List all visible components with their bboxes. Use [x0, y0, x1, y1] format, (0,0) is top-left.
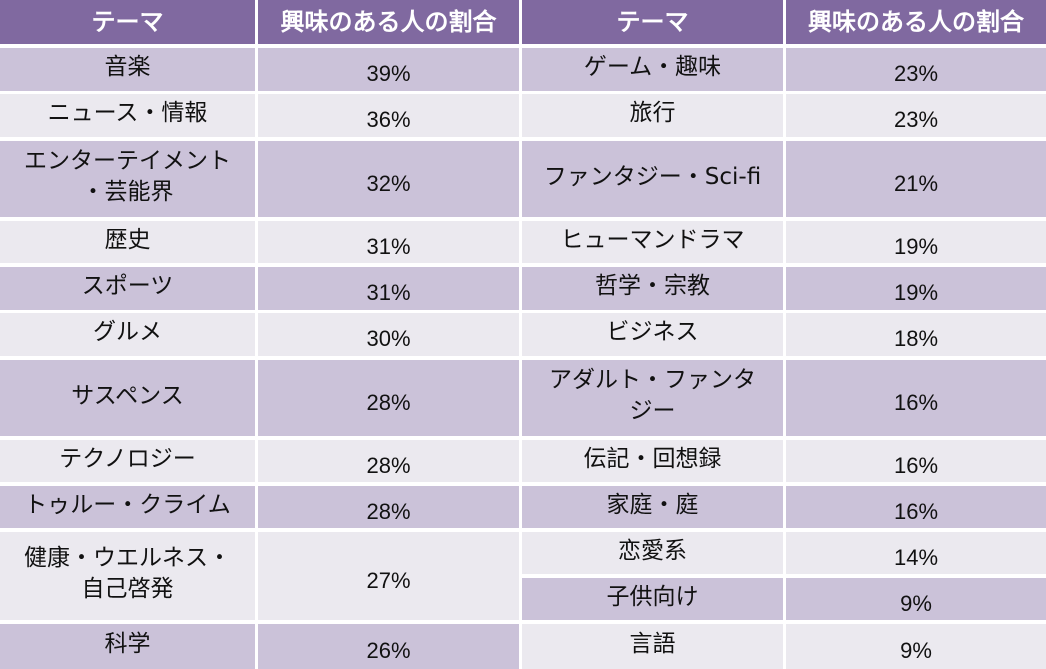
left-row-theme: 音楽: [0, 48, 255, 91]
right-row-theme: ファンタジー・Sci-fi: [522, 141, 783, 217]
right-row-theme: 恋愛系: [522, 532, 783, 574]
header-theme-right: テーマ: [522, 0, 783, 44]
left-row-theme: エンターテイメント ・芸能界: [0, 141, 255, 217]
left-row-theme: ニュース・情報: [0, 94, 255, 137]
left-row-theme: サスペンス: [0, 360, 255, 436]
header-ratio-left: 興味のある人の割合: [258, 0, 519, 44]
left-row-ratio: 36%: [258, 94, 519, 137]
right-row-ratio: 16%: [786, 360, 1046, 436]
right-row-ratio: 18%: [786, 313, 1046, 356]
left-row-theme: 健康・ウエルネス・ 自己啓発: [0, 532, 255, 620]
left-row-ratio: 28%: [258, 440, 519, 482]
left-row-ratio: 28%: [258, 486, 519, 528]
left-row-theme: テクノロジー: [0, 440, 255, 482]
left-row-ratio: 31%: [258, 267, 519, 310]
right-row-theme: 旅行: [522, 94, 783, 137]
left-row-ratio: 27%: [258, 532, 519, 620]
left-row-ratio: 39%: [258, 48, 519, 91]
left-row-theme: トゥルー・クライム: [0, 486, 255, 528]
right-row-theme: ビジネス: [522, 313, 783, 356]
right-row-theme: 哲学・宗教: [522, 267, 783, 310]
left-row-ratio: 31%: [258, 221, 519, 263]
header-theme-left: テーマ: [0, 0, 255, 44]
right-row-ratio: 19%: [786, 221, 1046, 263]
right-row-theme: アダルト・ファンタ ジー: [522, 360, 783, 436]
left-row-ratio: 26%: [258, 624, 519, 669]
left-row-ratio: 28%: [258, 360, 519, 436]
right-row-ratio: 23%: [786, 48, 1046, 91]
right-row-ratio: 9%: [786, 578, 1046, 620]
right-row-theme: 言語: [522, 624, 783, 669]
left-row-theme: スポーツ: [0, 267, 255, 310]
left-row-ratio: 30%: [258, 313, 519, 356]
right-row-theme: ゲーム・趣味: [522, 48, 783, 91]
left-row-theme: 科学: [0, 624, 255, 669]
right-row-theme: 家庭・庭: [522, 486, 783, 528]
right-row-ratio: 9%: [786, 624, 1046, 669]
left-row-theme: 歴史: [0, 221, 255, 263]
right-row-theme: 子供向け: [522, 578, 783, 620]
right-row-ratio: 19%: [786, 267, 1046, 310]
right-row-theme: ヒューマンドラマ: [522, 221, 783, 263]
right-row-ratio: 16%: [786, 486, 1046, 528]
right-row-ratio: 16%: [786, 440, 1046, 482]
header-ratio-right: 興味のある人の割合: [786, 0, 1046, 44]
right-row-ratio: 14%: [786, 532, 1046, 574]
left-row-theme: グルメ: [0, 313, 255, 356]
right-row-theme: 伝記・回想録: [522, 440, 783, 482]
right-row-ratio: 23%: [786, 94, 1046, 137]
right-row-ratio: 21%: [786, 141, 1046, 217]
left-row-ratio: 32%: [258, 141, 519, 217]
